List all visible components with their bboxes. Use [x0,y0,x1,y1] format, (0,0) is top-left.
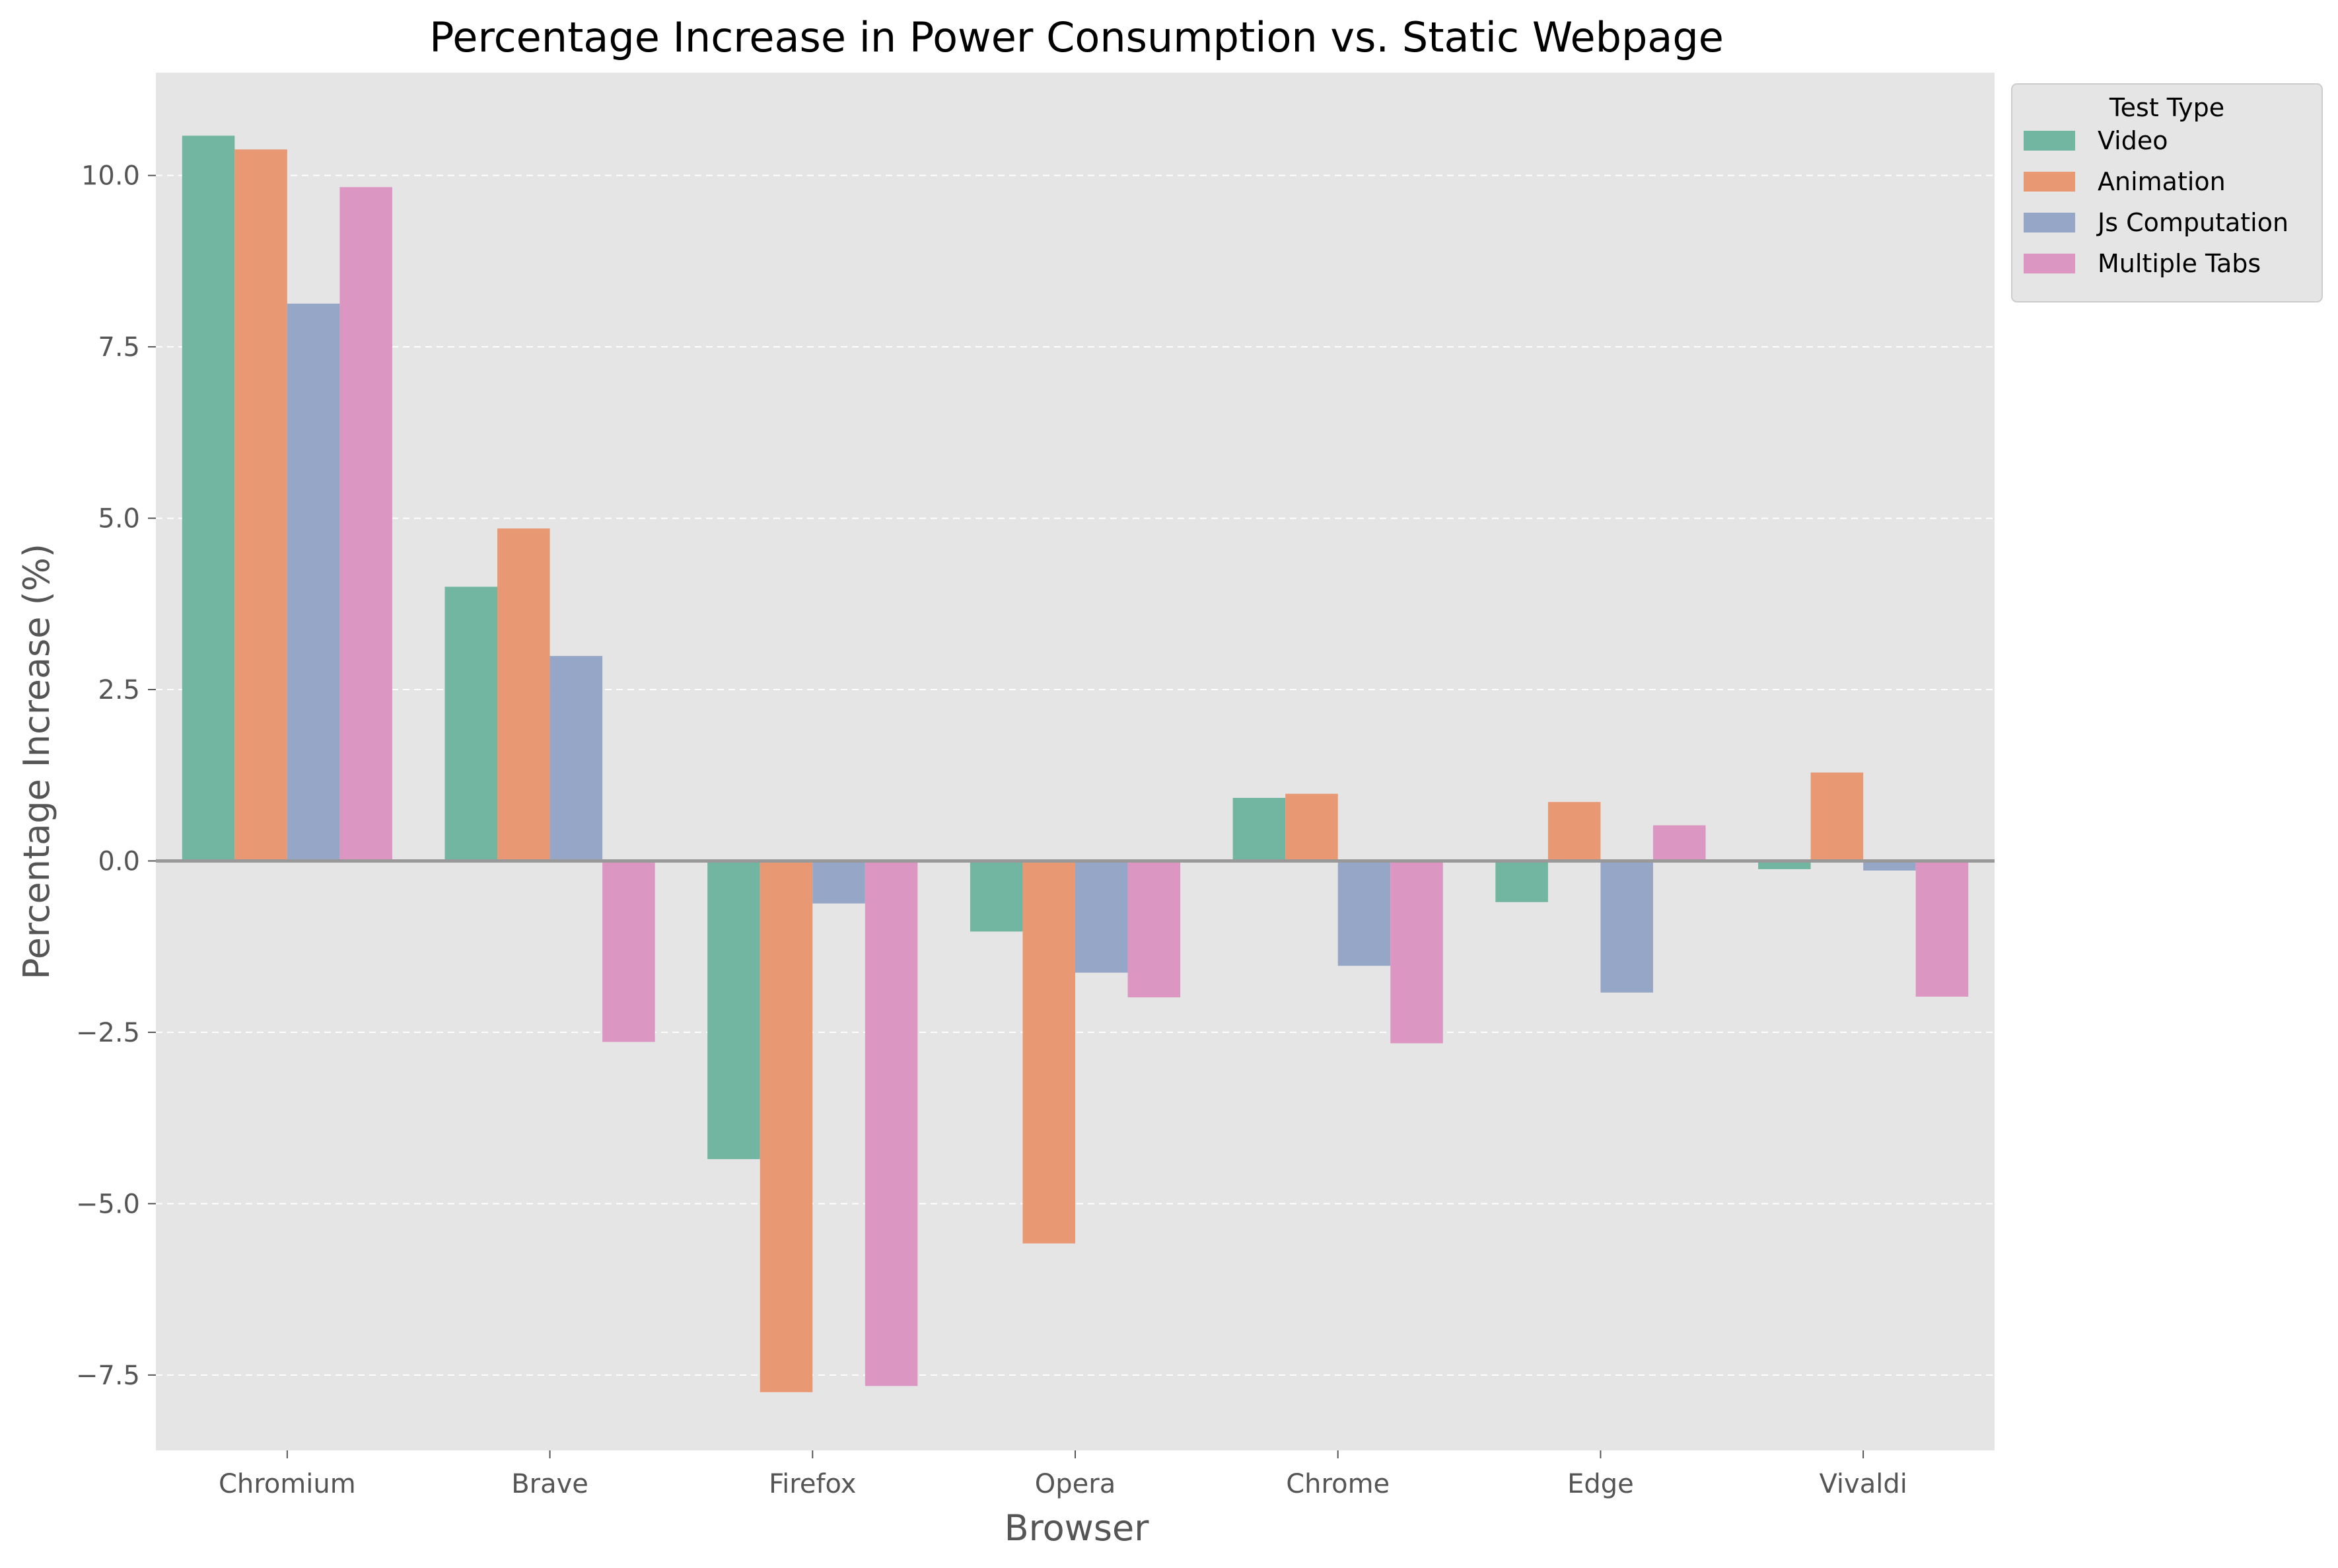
y-tick-label: −5.0 [76,1189,140,1219]
bar-chromium-multiple-tabs [339,187,392,861]
x-tick-label: Edge [1567,1469,1634,1499]
bar-vivaldi-animation [1810,772,1864,861]
plot-area [156,73,1995,1450]
bar-brave-multiple-tabs [602,861,655,1042]
bar-opera-video [970,861,1023,932]
bar-chrome-multiple-tabs [1390,861,1443,1044]
y-tick-label: 10.0 [81,161,140,192]
y-tick-label: 0.0 [98,846,140,876]
legend-label: Animation [2098,167,2226,196]
legend-label: Js Computation [2096,208,2288,237]
y-tick-label: −2.5 [76,1018,140,1048]
y-axis: −7.5 −5.0 −2.5 0.0 2.5 5.0 7.5 10.0 [76,161,156,1391]
bar-brave-js-computation [549,656,603,861]
y-tick-label: 5.0 [98,504,140,534]
bar-brave-video [444,587,498,861]
bar-firefox-js-computation [812,861,865,904]
legend-box [2011,83,2323,303]
bar-edge-animation [1547,802,1601,861]
bar-chrome-js-computation [1337,861,1391,966]
x-tick-label: Chromium [219,1469,356,1499]
bar-opera-animation [1022,861,1075,1244]
x-tick-label: Vivaldi [1819,1469,1907,1499]
legend-title: Test Type [2109,93,2224,122]
legend-label: Video [2098,126,2168,155]
bar-firefox-multiple-tabs [865,861,918,1386]
bar-firefox-video [707,861,760,1159]
y-tick-label: 7.5 [98,332,140,363]
legend-swatch [2024,172,2075,192]
bar-brave-animation [497,528,550,861]
bar-chrome-video [1232,798,1286,861]
bar-chromium-video [182,135,235,861]
bar-edge-video [1495,861,1548,902]
bar-chromium-animation [234,149,287,861]
chart-title: Percentage Increase in Power Consumption… [429,13,1724,61]
x-tick-label: Chrome [1286,1469,1390,1499]
legend-label: Multiple Tabs [2098,249,2261,278]
bar-vivaldi-video [1758,861,1811,869]
bar-vivaldi-js-computation [1863,861,1916,871]
bar-vivaldi-multiple-tabs [1915,861,1969,997]
y-axis-label: Percentage Increase (%) [16,544,57,980]
y-tick-label: 2.5 [98,675,140,705]
x-tick-label: Firefox [769,1469,856,1499]
bars [182,135,1969,1392]
bar-chrome-animation [1285,793,1338,861]
bar-chromium-js-computation [287,303,340,861]
bar-edge-multiple-tabs [1652,825,1706,861]
legend-swatch [2024,213,2075,232]
legend: Test Type Video Animation Js Computation Mu… [2011,83,2323,303]
x-tick-label: Opera [1035,1469,1116,1499]
x-tick-label: Brave [511,1469,588,1499]
y-tick-label: −7.5 [76,1361,140,1391]
bar-opera-js-computation [1075,861,1128,973]
legend-swatch [2024,131,2075,151]
x-axis: Chromium Brave Firefox Opera Chrome Edge Vival… [219,1450,1907,1499]
x-axis-label: Browser [1005,1507,1150,1549]
bar-opera-multiple-tabs [1127,861,1181,998]
bar-edge-js-computation [1600,861,1653,993]
legend-swatch [2024,254,2075,273]
bar-firefox-animation [760,861,813,1392]
